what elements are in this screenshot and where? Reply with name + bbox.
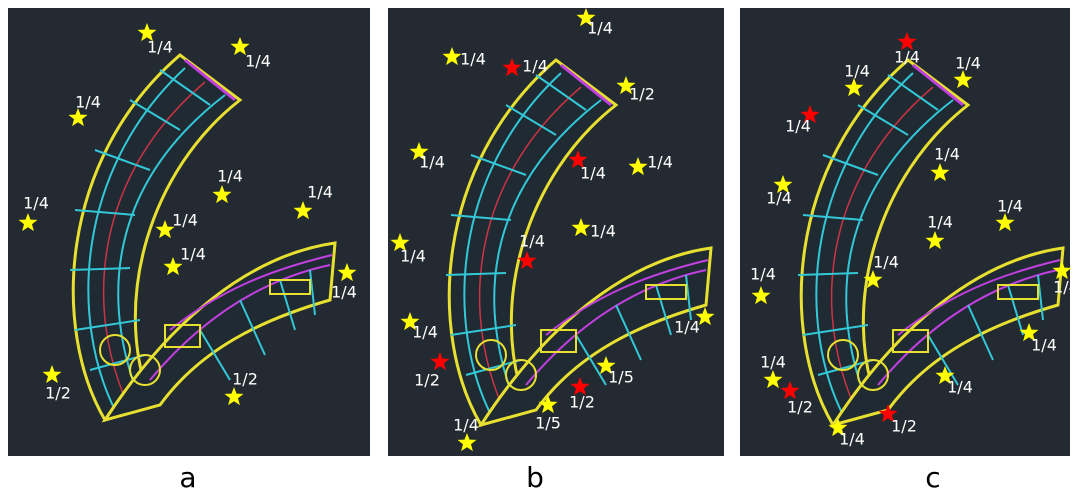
- marker-label: 1/4: [894, 48, 920, 67]
- marker-label: 1/4: [147, 38, 173, 57]
- marker-label: 1/2: [45, 384, 71, 403]
- marker-label: 1/4: [839, 430, 865, 449]
- marker-label: 1/4: [23, 194, 49, 213]
- marker-label: 1/4: [844, 62, 870, 81]
- marker-label: 1/4: [400, 247, 426, 266]
- marker-label: 1/4: [785, 117, 811, 136]
- marker-label: 1/4: [590, 222, 616, 241]
- marker-label: 1/4: [172, 211, 198, 230]
- marker-label: 1/2: [891, 417, 917, 436]
- marker-label: 1/4: [760, 353, 786, 372]
- marker-label: 1/4: [1031, 336, 1057, 355]
- marker-label: 1/4: [997, 197, 1023, 216]
- marker-label: 1/4: [955, 54, 981, 73]
- marker-label: 1/4: [419, 153, 445, 172]
- page: a b c 1/4 1/4 1/4 1/4 1/4 1/4 1/4 1/4 1/4 1/2 1/2 1…: [0, 0, 1076, 493]
- marker-label: 1/4: [947, 378, 973, 397]
- marker-label: 1/4: [934, 145, 960, 164]
- marker-label: 1/4: [647, 153, 673, 172]
- marker-label: 1/4: [460, 50, 486, 69]
- marker-label: 1/4: [766, 189, 792, 208]
- marker-label: 1/4: [674, 318, 700, 337]
- marker-label: 1/4: [522, 57, 548, 76]
- marker-label: 1/2: [569, 393, 595, 412]
- marker-label: 1/4: [307, 183, 333, 202]
- marker-label: 1/4: [453, 416, 479, 435]
- marker-label: 1/2: [414, 371, 440, 390]
- marker-label: 1/4: [180, 245, 206, 264]
- marker-label: 1/4: [927, 213, 953, 232]
- marker-label: 1/2: [232, 370, 258, 389]
- marker-label: 1/2: [629, 85, 655, 104]
- marker-label: 1/4: [331, 283, 357, 302]
- marker-label: 1/4: [873, 253, 899, 272]
- marker-label: 1/4: [587, 19, 613, 38]
- marker-label: 1/4: [580, 164, 606, 183]
- marker-label: 1/4: [217, 167, 243, 186]
- figure: a b c 1/4 1/4 1/4 1/4 1/4 1/4 1/4 1/4 1/4 1/2 1/2 1…: [0, 0, 1076, 493]
- marker-label: 1/4: [750, 265, 776, 284]
- marker-label: 1/2: [787, 398, 813, 417]
- marker-label: 1/4: [1053, 278, 1076, 297]
- panel-label: a: [179, 461, 196, 493]
- panel-label: c: [925, 461, 940, 493]
- marker-label: 1/4: [519, 232, 545, 251]
- marker-label: 1/4: [75, 93, 101, 112]
- marker-label: 1/4: [412, 323, 438, 342]
- panel-label: b: [526, 461, 544, 493]
- marker-label: 1/5: [535, 414, 561, 433]
- marker-label: 1/4: [245, 52, 271, 71]
- marker-label: 1/5: [608, 368, 634, 387]
